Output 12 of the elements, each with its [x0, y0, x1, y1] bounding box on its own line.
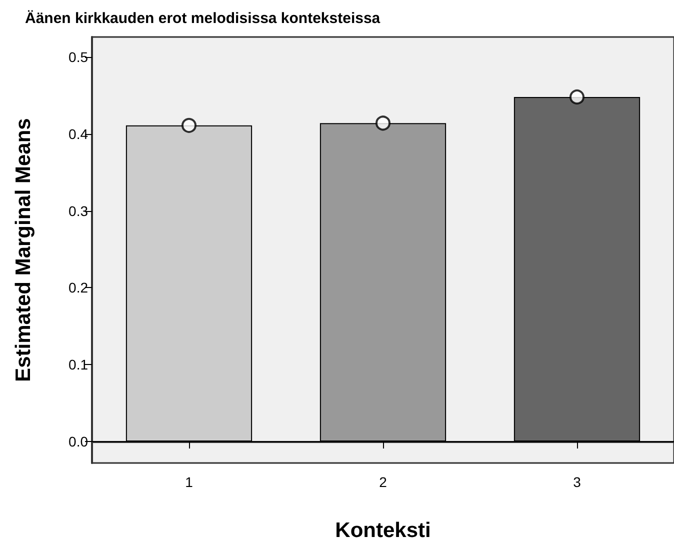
x-tick-label: 2: [379, 474, 388, 490]
y-tick-label: 0.5: [68, 48, 88, 65]
y-tick-label: 0.4: [68, 126, 88, 142]
x-tick-label: 3: [573, 474, 582, 490]
y-axis-title: Estimated Marginal Means: [12, 118, 35, 382]
chart-title: Äänen kirkkauden erot melodisissa konteksteissa: [25, 10, 381, 27]
y-tick-label: 0.1: [68, 356, 88, 373]
x-tick-label: 1: [185, 474, 194, 490]
x-axis-title: Konteksti: [335, 519, 431, 542]
y-tick-label: 0.2: [68, 280, 88, 296]
y-tick-label: 0.0: [68, 433, 88, 450]
y-tick-label: 0.3: [68, 202, 88, 219]
